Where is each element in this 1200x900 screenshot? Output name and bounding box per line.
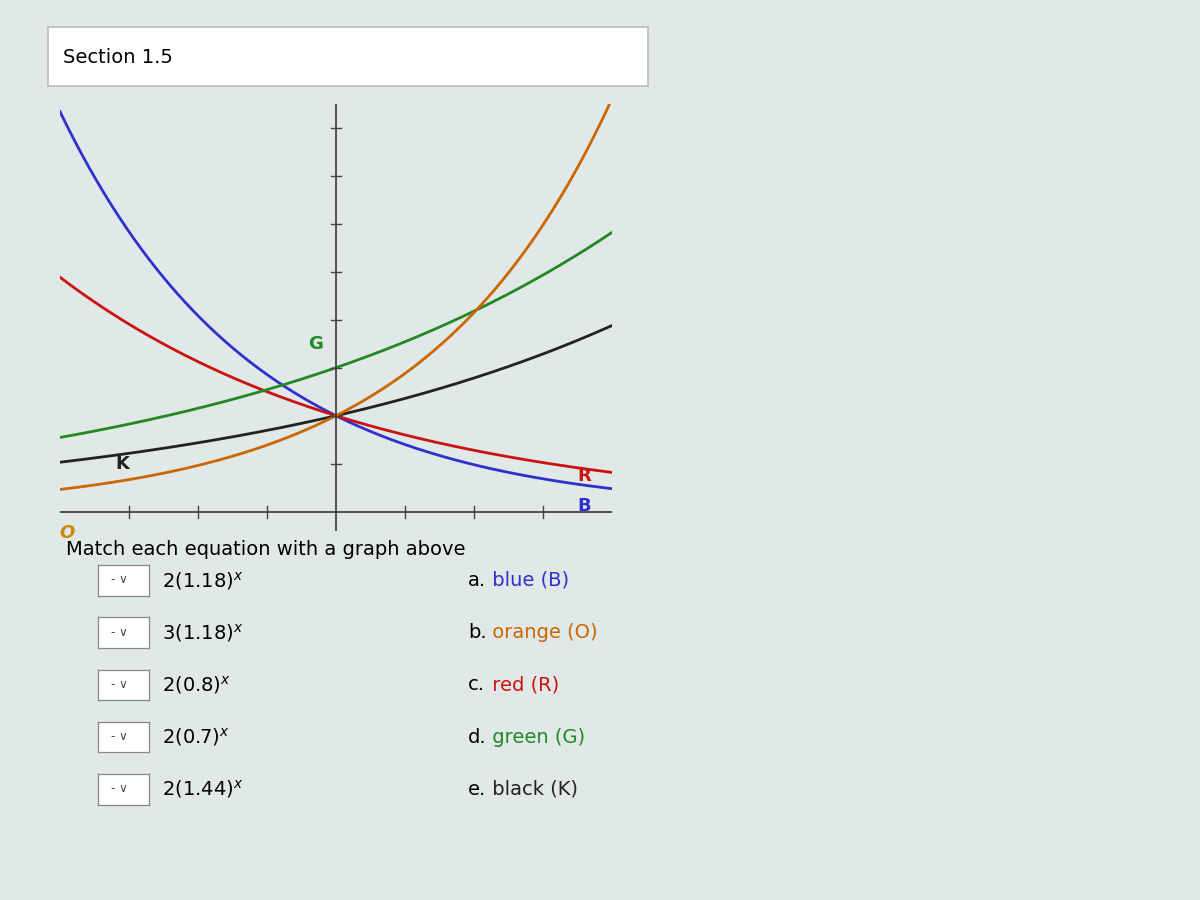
Text: O: O [59,524,74,542]
Text: $2(0.7)^{x}$: $2(0.7)^{x}$ [162,726,229,748]
Text: K: K [115,454,130,472]
Text: red (R): red (R) [486,675,559,695]
Text: - ∨: - ∨ [112,730,128,743]
Text: - ∨: - ∨ [112,626,128,639]
Text: - ∨: - ∨ [112,782,128,796]
Text: $3(1.18)^{x}$: $3(1.18)^{x}$ [162,622,244,644]
Text: R: R [577,467,592,485]
Text: Section 1.5: Section 1.5 [64,48,173,67]
Text: orange (O): orange (O) [486,623,598,643]
Text: green (G): green (G) [486,727,586,747]
Text: B: B [577,497,592,515]
Text: $2(1.18)^{x}$: $2(1.18)^{x}$ [162,570,244,591]
Text: black (K): black (K) [486,779,578,799]
Text: Match each equation with a graph above: Match each equation with a graph above [66,540,466,559]
Text: c.: c. [468,675,485,695]
Text: blue (B): blue (B) [486,571,569,590]
Text: d.: d. [468,727,487,747]
Text: $2(1.44)^{x}$: $2(1.44)^{x}$ [162,778,244,800]
Text: e.: e. [468,779,486,799]
Text: b.: b. [468,623,487,643]
Text: a.: a. [468,571,486,590]
Text: G: G [308,335,323,353]
Text: - ∨: - ∨ [112,678,128,691]
Text: $2(0.8)^{x}$: $2(0.8)^{x}$ [162,674,230,696]
Text: - ∨: - ∨ [112,573,128,587]
